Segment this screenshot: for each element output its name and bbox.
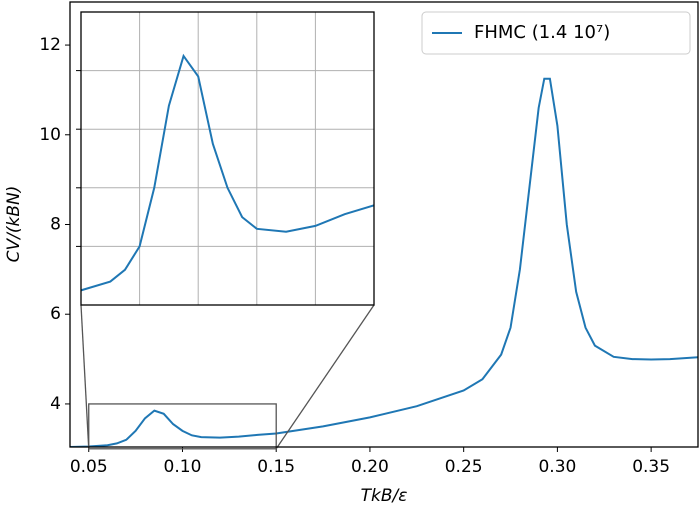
y-tick-label: 12 bbox=[39, 35, 61, 55]
plot-area bbox=[70, 77, 698, 447]
y-tick-label: 10 bbox=[39, 125, 61, 145]
inset-frame bbox=[80, 11, 375, 306]
legend-box bbox=[421, 11, 691, 55]
x-tick-label: 0.25 bbox=[445, 457, 483, 477]
axes-frame bbox=[69, 1, 699, 448]
x-tick-label: 0.05 bbox=[70, 457, 108, 477]
x-axis-label: TkB/ε bbox=[361, 486, 408, 506]
zoom-box bbox=[88, 403, 277, 450]
legend: FHMC (1.4 10⁷) bbox=[421, 11, 691, 55]
y-tick-label: 8 bbox=[50, 215, 61, 235]
y-axis-label: CV/(kBN) bbox=[4, 186, 24, 263]
x-tick-label: 0.30 bbox=[538, 457, 576, 477]
x-tick-label: 0.20 bbox=[351, 457, 389, 477]
x-tick-label: 0.15 bbox=[257, 457, 295, 477]
inset-plot bbox=[81, 53, 374, 292]
data-line bbox=[70, 77, 698, 447]
connector bbox=[275, 304, 375, 450]
data-line bbox=[81, 53, 374, 292]
y-tick-label: 4 bbox=[50, 394, 61, 414]
y-tick-label: 6 bbox=[50, 304, 61, 324]
legend-label: FHMC (1.4 10⁷) bbox=[474, 22, 610, 43]
inset-background bbox=[81, 12, 374, 305]
connector bbox=[80, 304, 90, 449]
x-tick-label: 0.10 bbox=[164, 457, 202, 477]
x-tick-label: 0.35 bbox=[632, 457, 670, 477]
